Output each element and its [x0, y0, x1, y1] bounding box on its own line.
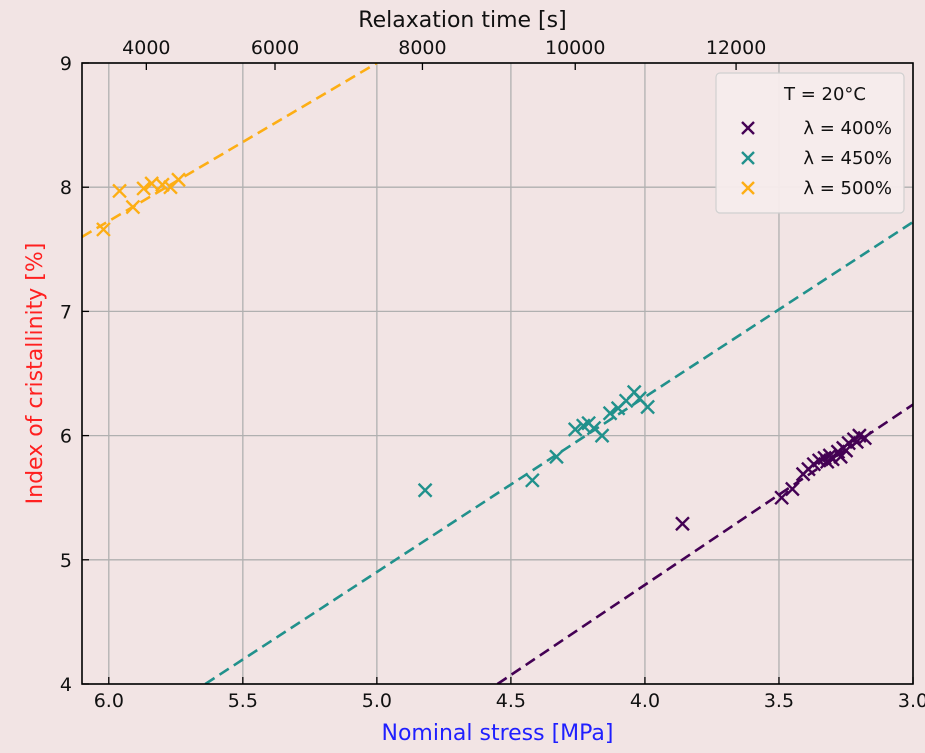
data-point: [602, 405, 618, 421]
data-point-stroke: [675, 516, 690, 532]
data-point: [675, 516, 690, 532]
top-tick-label: 4000: [122, 37, 170, 59]
data-point-stroke: [125, 199, 141, 215]
data-point-stroke: [594, 428, 610, 443]
x-tick-label: 6.0: [94, 690, 124, 712]
y-tick-label: 4: [60, 674, 72, 696]
legend-marker-stroke: [741, 121, 755, 135]
x-tick-label: 5.5: [228, 690, 258, 712]
data-point-stroke: [785, 481, 800, 497]
data-point: [171, 172, 186, 188]
legend: T = 20°C λ = 400% λ = 450% λ = 500%: [715, 72, 905, 214]
data-point: [417, 482, 433, 498]
data-point-stroke: [774, 490, 789, 506]
x-axis-title: Nominal stress [MPa]: [382, 721, 614, 746]
data-point: [136, 181, 152, 196]
data-point: [774, 490, 789, 506]
top-tick-label: 12000: [706, 37, 766, 59]
y-axis-title: Index of cristallinity [%]: [23, 243, 48, 505]
data-point-stroke: [632, 390, 647, 406]
data-point-stroke: [586, 420, 602, 436]
marker-layer: [96, 172, 873, 532]
data-point: [825, 451, 840, 467]
data-point: [857, 430, 873, 446]
data-point-stroke: [96, 222, 111, 237]
x-tick-label: 3.5: [764, 690, 794, 712]
data-point: [155, 177, 170, 193]
y-tick-label: 8: [60, 177, 72, 199]
legend-marker-stroke: [741, 181, 755, 195]
legend-marker-stroke: [741, 151, 755, 165]
data-point-stroke: [567, 422, 583, 437]
y-tick-label: 6: [60, 426, 72, 448]
data-point: [640, 399, 655, 415]
legend-box: [715, 72, 905, 214]
axis-layer: 6.0 5.5 5.0 4.5 4.0 3.5 3.0 4 5 6 7 8 9 4000 6000 8000 1…: [23, 8, 925, 746]
plot-frame: [81, 62, 914, 685]
fit-line: [204, 220, 913, 684]
x-tick-label: 5.0: [362, 690, 392, 712]
data-point: [785, 481, 800, 497]
data-point: [96, 222, 111, 237]
legend-entry-label: λ = 400%: [803, 118, 892, 139]
data-point-stroke: [155, 177, 170, 193]
top-tick-label: 6000: [251, 37, 299, 59]
data-point-stroke: [857, 430, 873, 446]
data-point: [125, 199, 141, 215]
data-point-stroke: [549, 449, 564, 465]
top-tick-label: 10000: [545, 37, 605, 59]
data-point: [524, 472, 540, 488]
data-point-stroke: [112, 183, 127, 199]
data-point-stroke: [417, 482, 433, 498]
data-point-stroke: [825, 451, 840, 467]
legend-entry-label: λ = 500%: [803, 178, 892, 199]
legend-entry-label: λ = 450%: [803, 148, 892, 169]
data-point-stroke: [640, 399, 655, 415]
data-point-stroke: [171, 172, 186, 188]
y-tick-label: 7: [60, 301, 72, 323]
data-point-stroke: [136, 181, 152, 196]
data-point: [594, 428, 610, 443]
data-point: [567, 422, 583, 437]
legend-title: T = 20°C: [783, 84, 866, 105]
y-tick-label: 5: [60, 550, 72, 572]
data-point-stroke: [524, 472, 540, 488]
y-tick-label: 9: [60, 53, 72, 75]
top-tick-label: 8000: [398, 37, 446, 59]
data-point-stroke: [602, 405, 618, 421]
x-tick-label: 3.0: [898, 690, 925, 712]
data-point-stroke: [852, 428, 867, 443]
x-tick-label: 4.0: [630, 690, 660, 712]
data-point: [112, 183, 127, 199]
top-axis-title: Relaxation time [s]: [358, 8, 566, 33]
data-point: [549, 449, 564, 465]
x-tick-label: 4.5: [496, 690, 526, 712]
